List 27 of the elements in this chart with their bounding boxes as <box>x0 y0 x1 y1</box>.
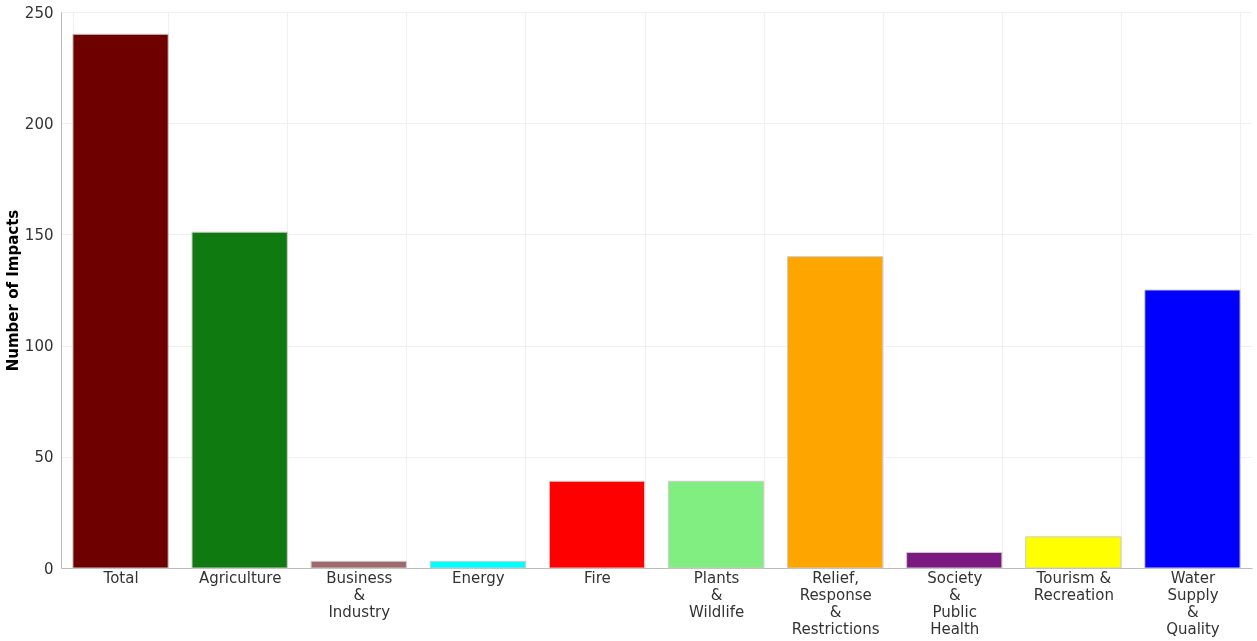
bar <box>548 480 646 569</box>
bar <box>310 560 407 569</box>
bar <box>191 231 288 569</box>
bar <box>1025 536 1122 569</box>
x-tick-label: Total <box>102 568 139 587</box>
y-tick-label: 50 <box>34 448 54 467</box>
y-axis-title: Number of Impacts <box>3 209 22 372</box>
bar <box>429 560 526 569</box>
x-tick-label: Fire <box>584 568 611 587</box>
x-tick-label: Agriculture <box>198 568 282 587</box>
y-tick-label: 100 <box>24 337 54 356</box>
bar <box>787 256 884 569</box>
y-tick-label: 200 <box>24 114 54 133</box>
x-tick-label: Society & Public Health <box>927 568 983 638</box>
bar <box>1144 289 1241 569</box>
x-tick-label: Plants & Wildlife <box>688 568 745 621</box>
x-tick-label: Tourism & Recreation <box>1033 568 1114 604</box>
x-tick-label: Water Supply & Quality <box>1166 568 1220 638</box>
bar <box>667 480 765 569</box>
y-tick-label: 150 <box>24 225 54 244</box>
y-tick-label: 250 <box>24 3 54 22</box>
x-tick-label: Energy <box>452 568 505 587</box>
bar <box>72 33 169 569</box>
y-tick-label: 0 <box>43 559 54 578</box>
bar <box>906 551 1003 569</box>
x-tick-label: Relief, Response & Restrictions <box>791 568 880 638</box>
x-tick-label: Business & Industry <box>326 568 393 621</box>
